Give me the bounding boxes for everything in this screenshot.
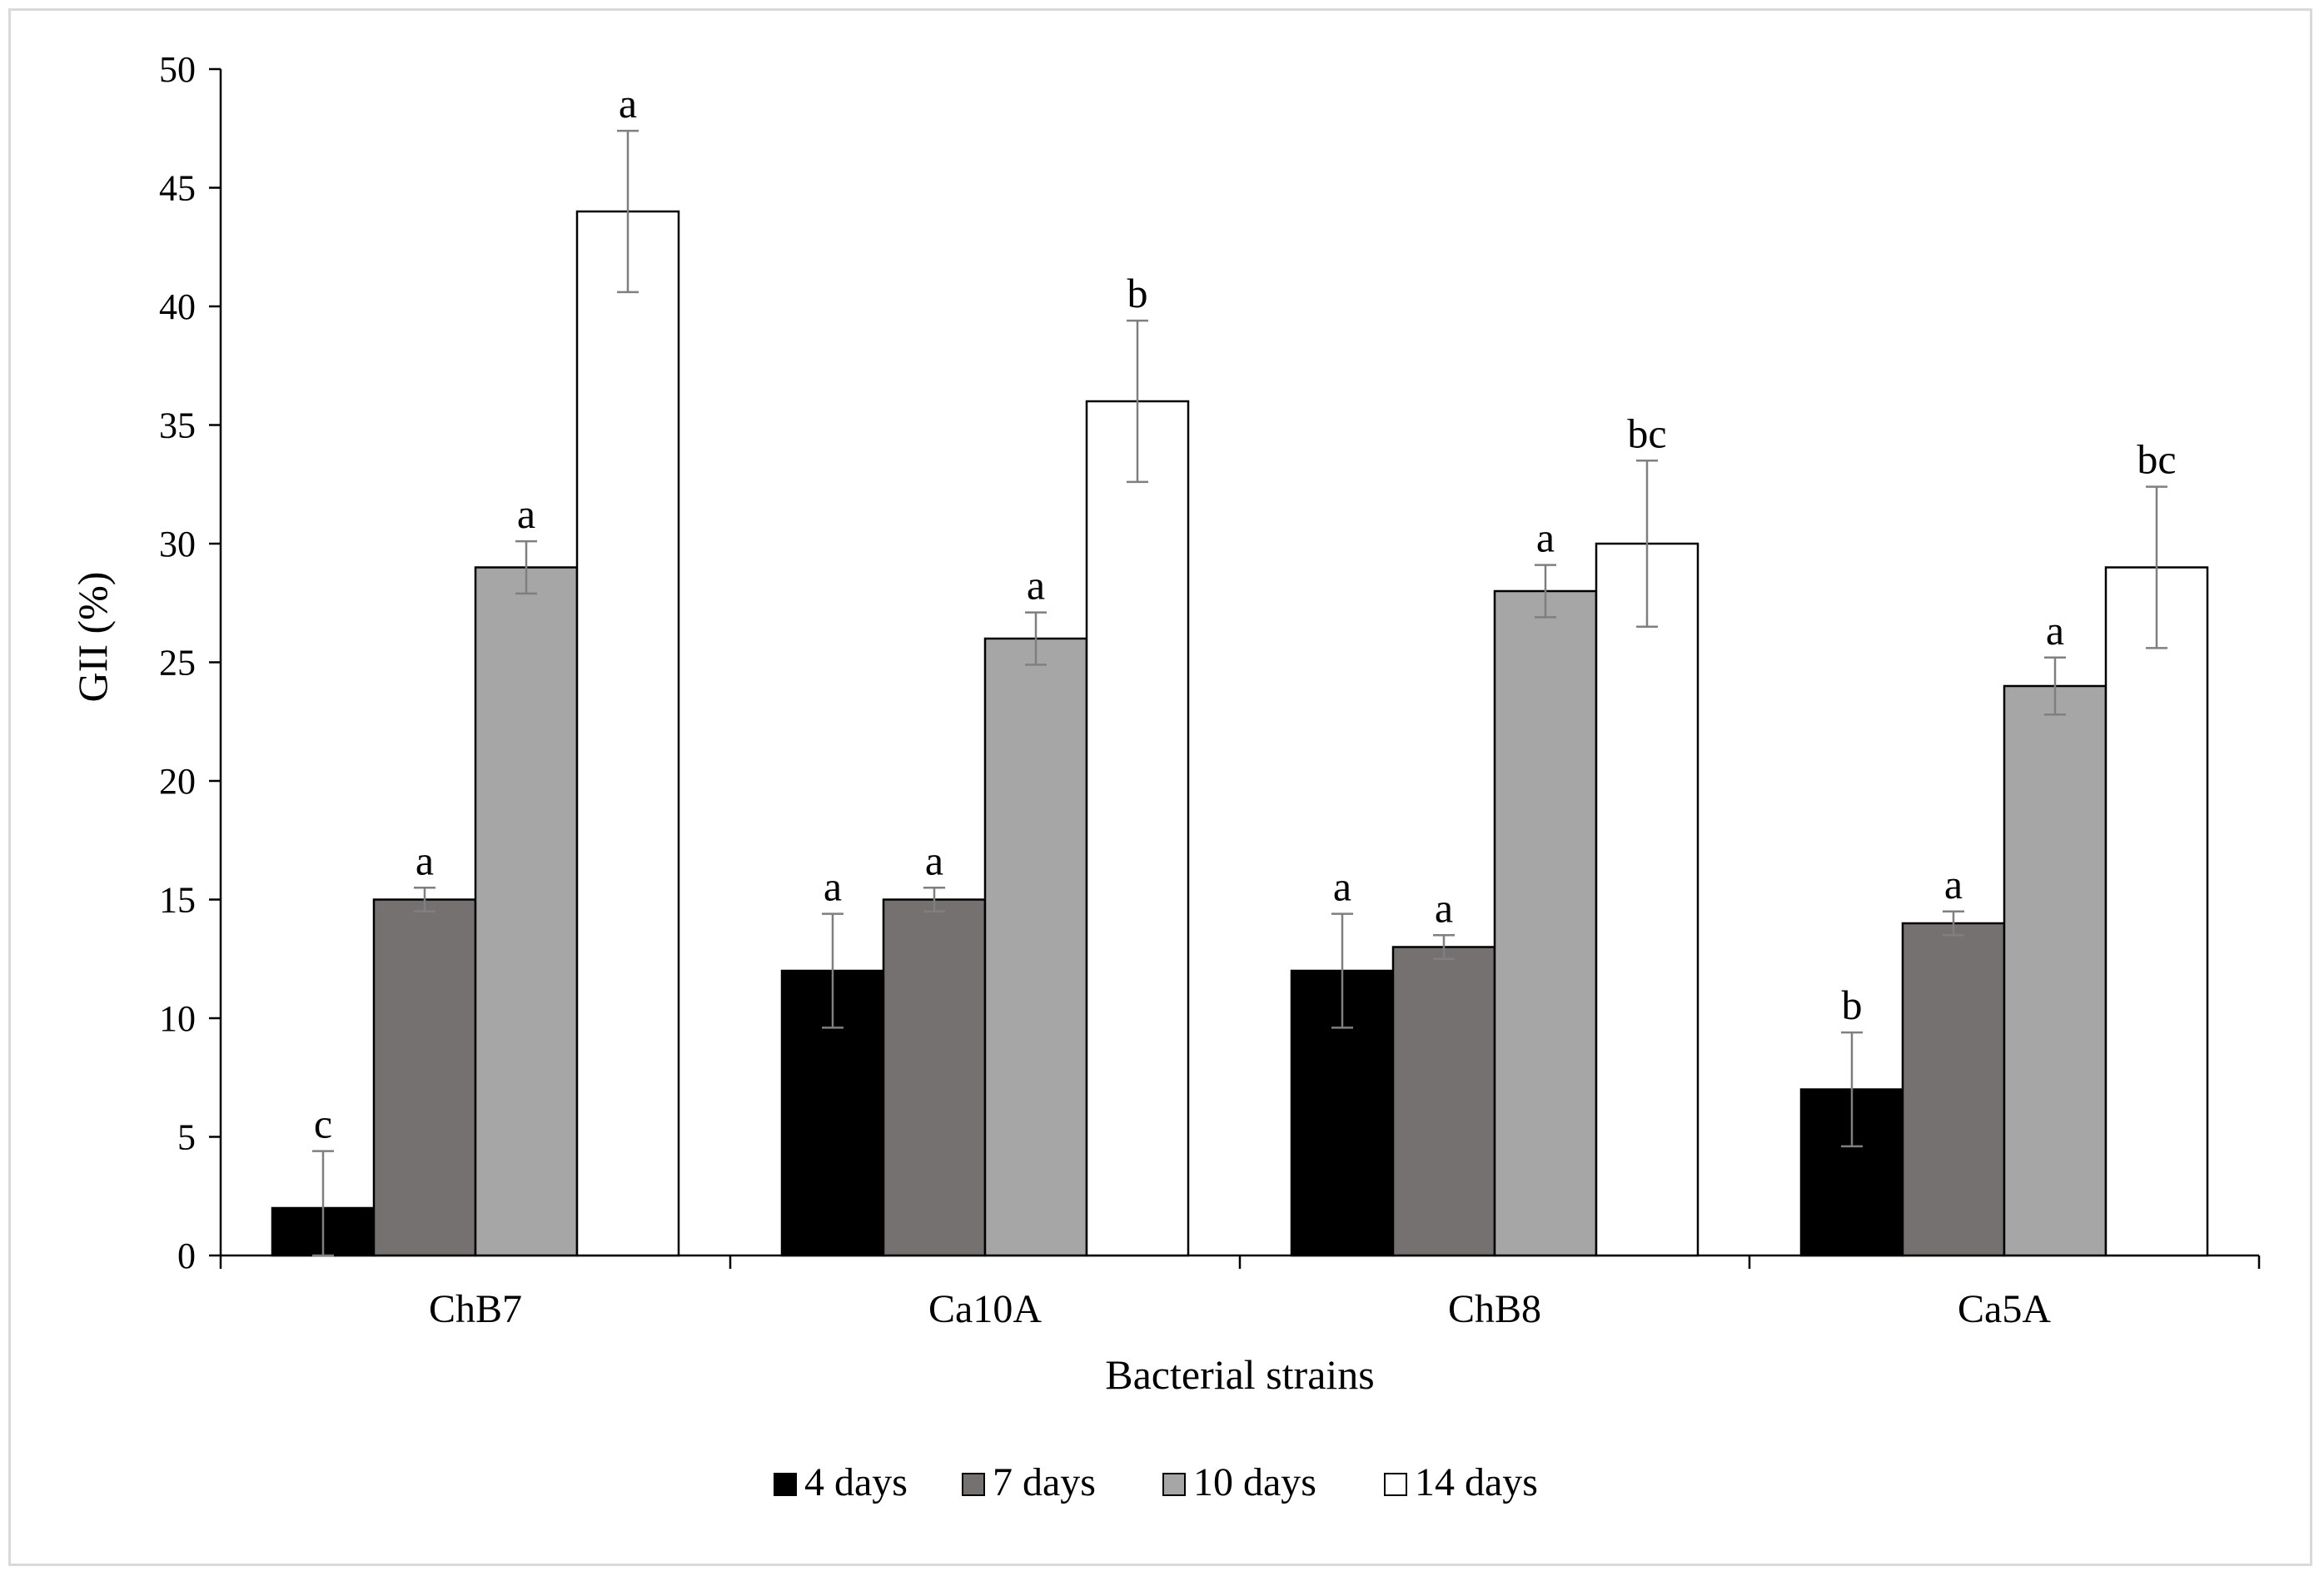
significance-label: c: [314, 1101, 332, 1147]
y-tick-label: 10: [159, 998, 196, 1039]
y-tick-label: 15: [159, 880, 196, 921]
legend-label: 7 days: [993, 1460, 1096, 1504]
significance-label: a: [925, 837, 943, 883]
y-tick-label: 45: [159, 168, 196, 209]
bar: [1901, 922, 2006, 1257]
bar: [1493, 589, 1598, 1257]
significance-label: a: [1536, 515, 1555, 561]
y-tick-label: 50: [159, 49, 196, 90]
significance-label: b: [1127, 270, 1148, 316]
significance-label: a: [824, 863, 842, 910]
significance-label: a: [416, 837, 434, 883]
bar: [474, 566, 579, 1257]
significance-label: b: [1842, 982, 1863, 1028]
legend-swatch: [962, 1473, 985, 1496]
legend-label: 14 days: [1415, 1460, 1538, 1504]
bar: [1391, 946, 1496, 1257]
legend-swatch: [1384, 1473, 1407, 1496]
x-category-label: ChB7: [429, 1287, 522, 1331]
significance-label: a: [619, 80, 637, 127]
legend-label: 4 days: [804, 1460, 908, 1504]
significance-label: a: [1333, 863, 1351, 910]
x-category-label: ChB8: [1448, 1287, 1541, 1331]
significance-label: a: [517, 490, 535, 537]
bar: [2104, 566, 2209, 1257]
y-tick-label: 40: [159, 286, 196, 327]
bar: [1085, 400, 1190, 1257]
bar: [2003, 684, 2108, 1257]
significance-label: a: [1944, 861, 1963, 907]
y-tick-label: 0: [177, 1235, 196, 1276]
y-tick-label: 25: [159, 643, 196, 684]
y-axis-title: GII (%): [69, 572, 116, 703]
bar: [372, 898, 477, 1257]
x-category-label: Ca10A: [928, 1287, 1042, 1331]
y-tick-label: 20: [159, 761, 196, 802]
legend-swatch: [774, 1473, 797, 1496]
bar: [983, 637, 1088, 1257]
legend-swatch: [1162, 1473, 1186, 1496]
bar: [575, 210, 680, 1257]
x-category-label: Ca5A: [1958, 1287, 2051, 1331]
y-tick-label: 35: [159, 405, 196, 446]
x-axis-title: Bacterial strains: [1105, 1351, 1375, 1398]
significance-label: bc: [2137, 436, 2176, 483]
legend-label: 10 days: [1193, 1460, 1316, 1504]
bar: [882, 898, 987, 1257]
bar: [1595, 542, 1699, 1257]
bars-layer: [271, 129, 2209, 1257]
significance-label: bc: [1627, 410, 1666, 456]
y-tick-label: 30: [159, 524, 196, 564]
significance-label: a: [2046, 607, 2064, 654]
labels-layer: 0 5 10 15 20 25 30 35 40 45 50 ChB7 Ca10A ChB8 Ca5A c a a…: [159, 49, 2177, 1331]
significance-label: a: [1027, 562, 1045, 609]
y-tick-label: 5: [177, 1117, 196, 1158]
significance-label: a: [1435, 884, 1453, 931]
legend: 4 days 7 days 10 days 14 days: [774, 1460, 1538, 1504]
